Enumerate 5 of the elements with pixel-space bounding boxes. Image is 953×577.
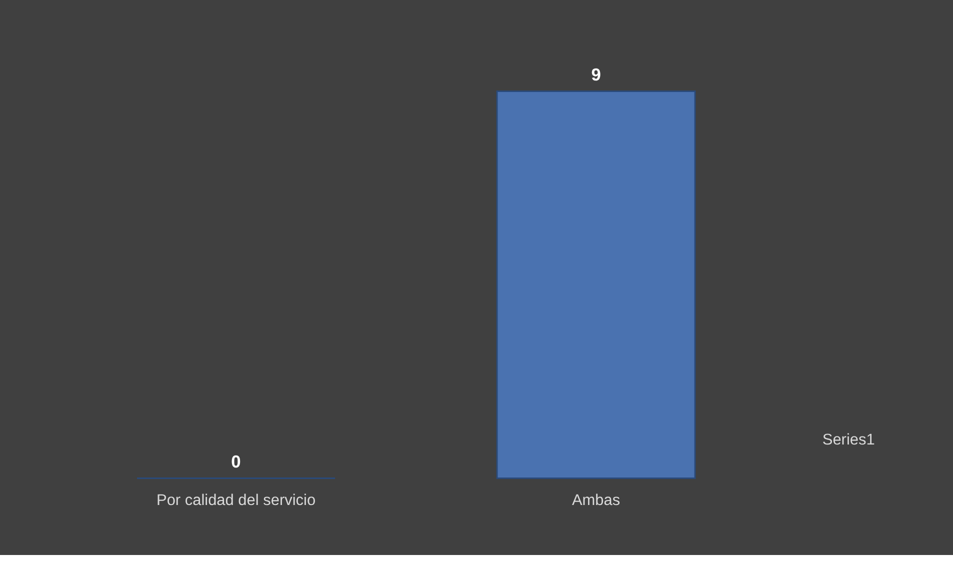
text: Series1 (822, 431, 875, 448)
x-tick-label: Por calidad del servicio (156, 492, 316, 509)
data-label: 0 (231, 452, 241, 472)
x-tick-label: Ambas (572, 492, 620, 509)
data-label: 9 (591, 64, 602, 85)
